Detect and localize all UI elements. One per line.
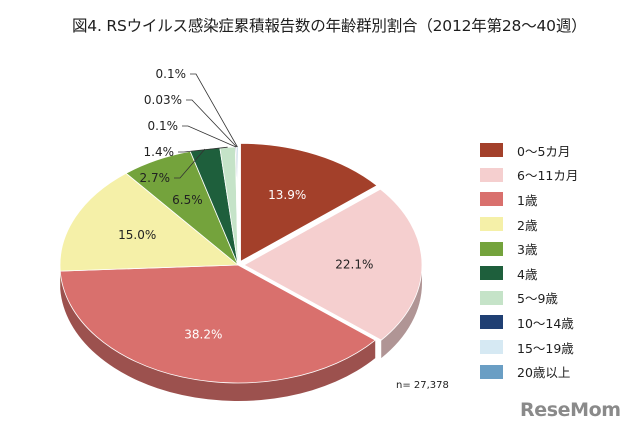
legend-item-5: 4歳 [480, 261, 578, 286]
legend-label-4: 3歳 [517, 242, 538, 258]
pie-slice-1[interactable] [243, 188, 423, 341]
slice-label-3: 15.0% [118, 228, 156, 242]
leader-line-8 [186, 99, 238, 148]
slice-label-9: 0.1% [156, 67, 187, 81]
leader-lines [174, 73, 238, 179]
slice-label-2: 38.2% [184, 327, 222, 341]
legend-label-5: 4歳 [517, 266, 538, 282]
legend-label-6: 5〜9歳 [517, 291, 558, 307]
pie-side-1 [381, 264, 422, 359]
legend-swatch-0 [480, 143, 503, 158]
legend-item-1: 6〜11カ月 [480, 163, 578, 188]
pie-slice-3[interactable] [59, 172, 240, 272]
sample-size-note: n= 27,378 [396, 380, 449, 391]
leader-line-9 [190, 73, 238, 148]
legend-label-3: 2歳 [517, 217, 538, 233]
legend-label-2: 1歳 [517, 192, 538, 208]
legend: 0〜5カ月 6〜11カ月 1歳 2歳 3歳 4歳 5〜9歳 10〜14歳 15〜19歳 20歳以上 [480, 138, 578, 384]
legend-label-1: 6〜11カ月 [517, 168, 579, 184]
legend-item-2: 1歳 [480, 187, 578, 212]
legend-label-7: 10〜14歳 [517, 315, 574, 331]
leader-line-6 [178, 146, 228, 153]
legend-swatch-6 [480, 290, 503, 305]
legend-item-9: 20歳以上 [480, 359, 578, 384]
pie-slice-0[interactable] [240, 142, 378, 263]
slice-label-4: 6.5% [172, 193, 203, 207]
legend-swatch-2 [480, 192, 503, 207]
slice-label-6: 1.4% [144, 145, 175, 159]
legend-item-8: 15〜19歳 [480, 335, 578, 360]
pie-slice-2[interactable] [59, 264, 376, 384]
slice-label-5: 2.7% [140, 171, 171, 185]
legend-swatch-3 [480, 217, 503, 232]
leader-line-7 [182, 125, 237, 148]
legend-item-6: 5〜9歳 [480, 286, 578, 311]
slice-labels: 13.9% 22.1% 38.2% 15.0% 6.5% 0.1% 0.03% 0.1% 1.4… [118, 67, 373, 341]
slice-label-7: 0.1% [148, 119, 179, 133]
legend-label-0: 0〜5カ月 [517, 143, 571, 159]
pie-side-2 [60, 271, 376, 401]
legend-swatch-9 [480, 364, 503, 379]
legend-swatch-7 [480, 315, 503, 330]
legend-item-7: 10〜14歳 [480, 310, 578, 335]
legend-swatch-1 [480, 167, 503, 182]
slice-label-8: 0.03% [144, 93, 182, 107]
legend-item-0: 0〜5カ月 [480, 138, 578, 163]
legend-swatch-5 [480, 266, 503, 281]
brand-logo: ReseMom [520, 399, 621, 421]
slice-label-1: 22.1% [335, 258, 373, 272]
legend-swatch-4 [480, 241, 503, 256]
slice-label-0: 13.9% [268, 188, 306, 202]
legend-label-8: 15〜19歳 [517, 340, 574, 356]
legend-label-9: 20歳以上 [517, 365, 571, 381]
leader-line-5 [174, 148, 206, 179]
chart-title: 図4. RSウイルス感染症累積報告数の年齢群別割合（2012年第28〜40週） [72, 17, 587, 35]
legend-item-4: 3歳 [480, 236, 578, 261]
legend-item-3: 2歳 [480, 212, 578, 237]
pie-slices [59, 142, 423, 384]
legend-swatch-8 [480, 340, 503, 355]
